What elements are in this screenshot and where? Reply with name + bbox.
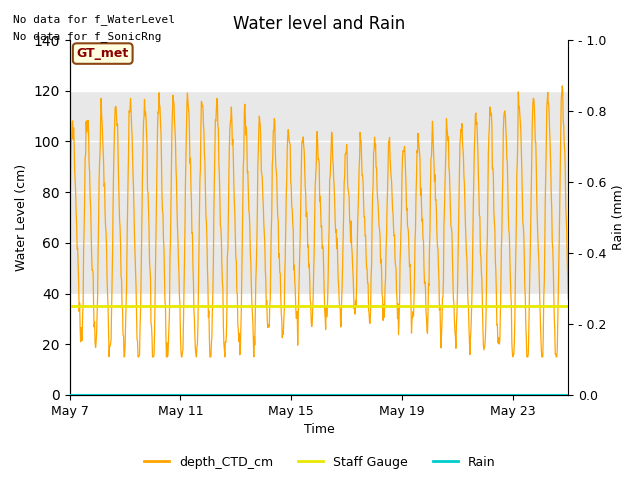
Text: GT_met: GT_met [77,47,129,60]
Legend: depth_CTD_cm, Staff Gauge, Rain: depth_CTD_cm, Staff Gauge, Rain [140,451,500,474]
Y-axis label: Rain (mm): Rain (mm) [612,185,625,251]
Title: Water level and Rain: Water level and Rain [233,15,405,33]
X-axis label: Time: Time [303,423,334,436]
Text: No data for f_SonicRng: No data for f_SonicRng [13,31,161,42]
Text: No data for f_WaterLevel: No data for f_WaterLevel [13,14,175,25]
Y-axis label: Water Level (cm): Water Level (cm) [15,164,28,271]
Bar [70,91,568,294]
